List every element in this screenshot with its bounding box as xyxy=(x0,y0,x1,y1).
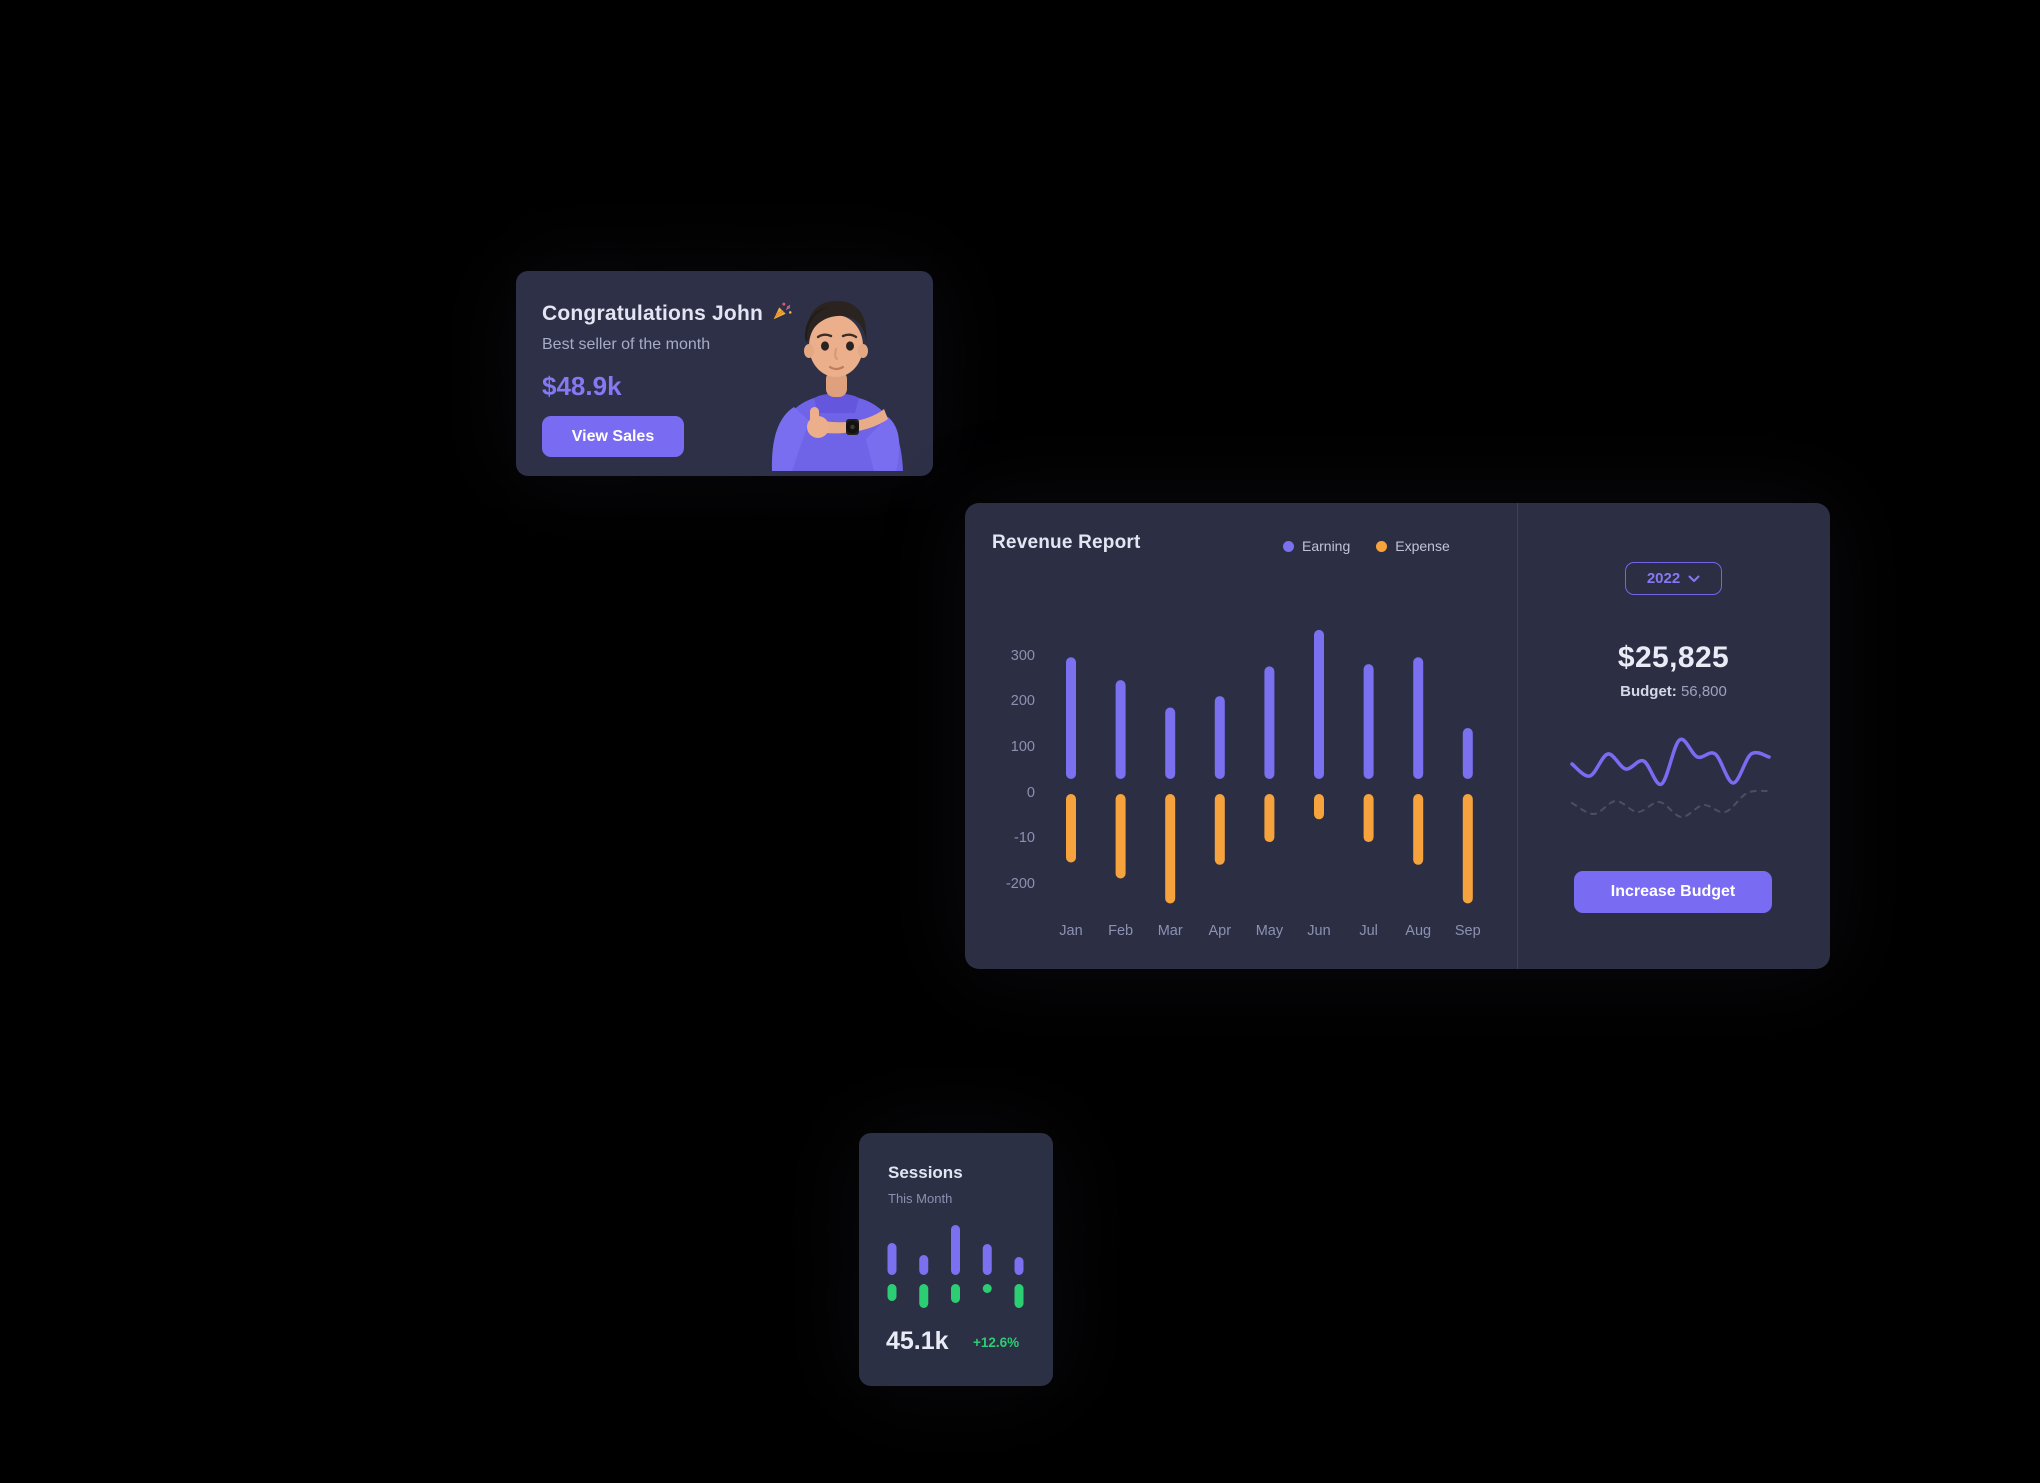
budget-value: 56,800 xyxy=(1680,683,1727,700)
man-thumbs-up-illustration xyxy=(754,289,919,476)
sessions-card: Sessions This Month 45.1k +12.6% xyxy=(859,1133,1053,1386)
budget-label: Budget: xyxy=(1620,683,1677,700)
svg-text:200: 200 xyxy=(1011,693,1035,709)
sessions-total: 45.1k xyxy=(886,1327,949,1355)
sessions-mini-chart xyxy=(887,1225,1024,1308)
svg-text:Apr: Apr xyxy=(1209,923,1232,939)
year-selector-value: 2022 xyxy=(1646,570,1681,587)
svg-text:-10: -10 xyxy=(1014,830,1035,846)
svg-text:0: 0 xyxy=(1027,785,1035,801)
budget-total: $25,825 xyxy=(1617,641,1730,674)
panel-divider xyxy=(1517,503,1518,969)
legend-item-expense[interactable]: Expense xyxy=(1376,538,1450,554)
expense-dot-icon xyxy=(1376,540,1388,552)
revenue-report-title: Revenue Report xyxy=(992,532,1141,553)
svg-text:Sep: Sep xyxy=(1455,923,1481,939)
svg-text:Mar: Mar xyxy=(1158,923,1183,939)
legend-earning-label: Earning xyxy=(1302,538,1351,554)
budget-sparkline-chart xyxy=(1570,737,1771,818)
revenue-report-card: Revenue Report Earning Expense 300 200 100… xyxy=(965,503,1830,969)
year-selector-dropdown[interactable]: 2022 xyxy=(1625,562,1722,595)
increase-budget-button[interactable]: Increase Budget xyxy=(1574,871,1772,913)
sessions-subtitle: This Month xyxy=(888,1191,953,1206)
congratulations-card: Congratulations John Best seller of the … xyxy=(516,271,933,476)
congratulations-title: Congratulations John xyxy=(542,300,793,328)
svg-text:Aug: Aug xyxy=(1405,923,1431,939)
svg-text:300: 300 xyxy=(1011,648,1035,664)
view-sales-button[interactable]: View Sales xyxy=(542,416,684,457)
svg-text:Jun: Jun xyxy=(1307,923,1330,939)
sessions-title: Sessions xyxy=(888,1163,963,1182)
svg-text:Feb: Feb xyxy=(1108,923,1133,939)
svg-text:May: May xyxy=(1256,923,1284,939)
revenue-bar-chart: 300 200 100 0 -10 -200 Jan Feb Mar Apr May Jun Jul Au… xyxy=(1006,629,1481,939)
congratulations-title-text: Congratulations John xyxy=(542,302,763,325)
svg-text:Jul: Jul xyxy=(1359,923,1378,939)
chevron-down-icon xyxy=(1688,570,1700,587)
svg-text:-200: -200 xyxy=(1006,876,1035,892)
legend-expense-label: Expense xyxy=(1395,538,1450,554)
earning-dot-icon xyxy=(1283,540,1294,552)
budget-line: Budget: 56,800 xyxy=(1517,683,1830,700)
revenue-legend: Earning Expense xyxy=(1283,538,1450,554)
congratulations-subtitle: Best seller of the month xyxy=(542,336,711,353)
legend-item-earning[interactable]: Earning xyxy=(1283,538,1350,554)
svg-text:100: 100 xyxy=(1011,739,1035,755)
sales-amount: $48.9k xyxy=(542,371,622,401)
svg-text:Jan: Jan xyxy=(1059,923,1082,939)
sessions-change-badge: +12.6% xyxy=(973,1335,1020,1350)
party-popper-icon xyxy=(771,300,793,328)
